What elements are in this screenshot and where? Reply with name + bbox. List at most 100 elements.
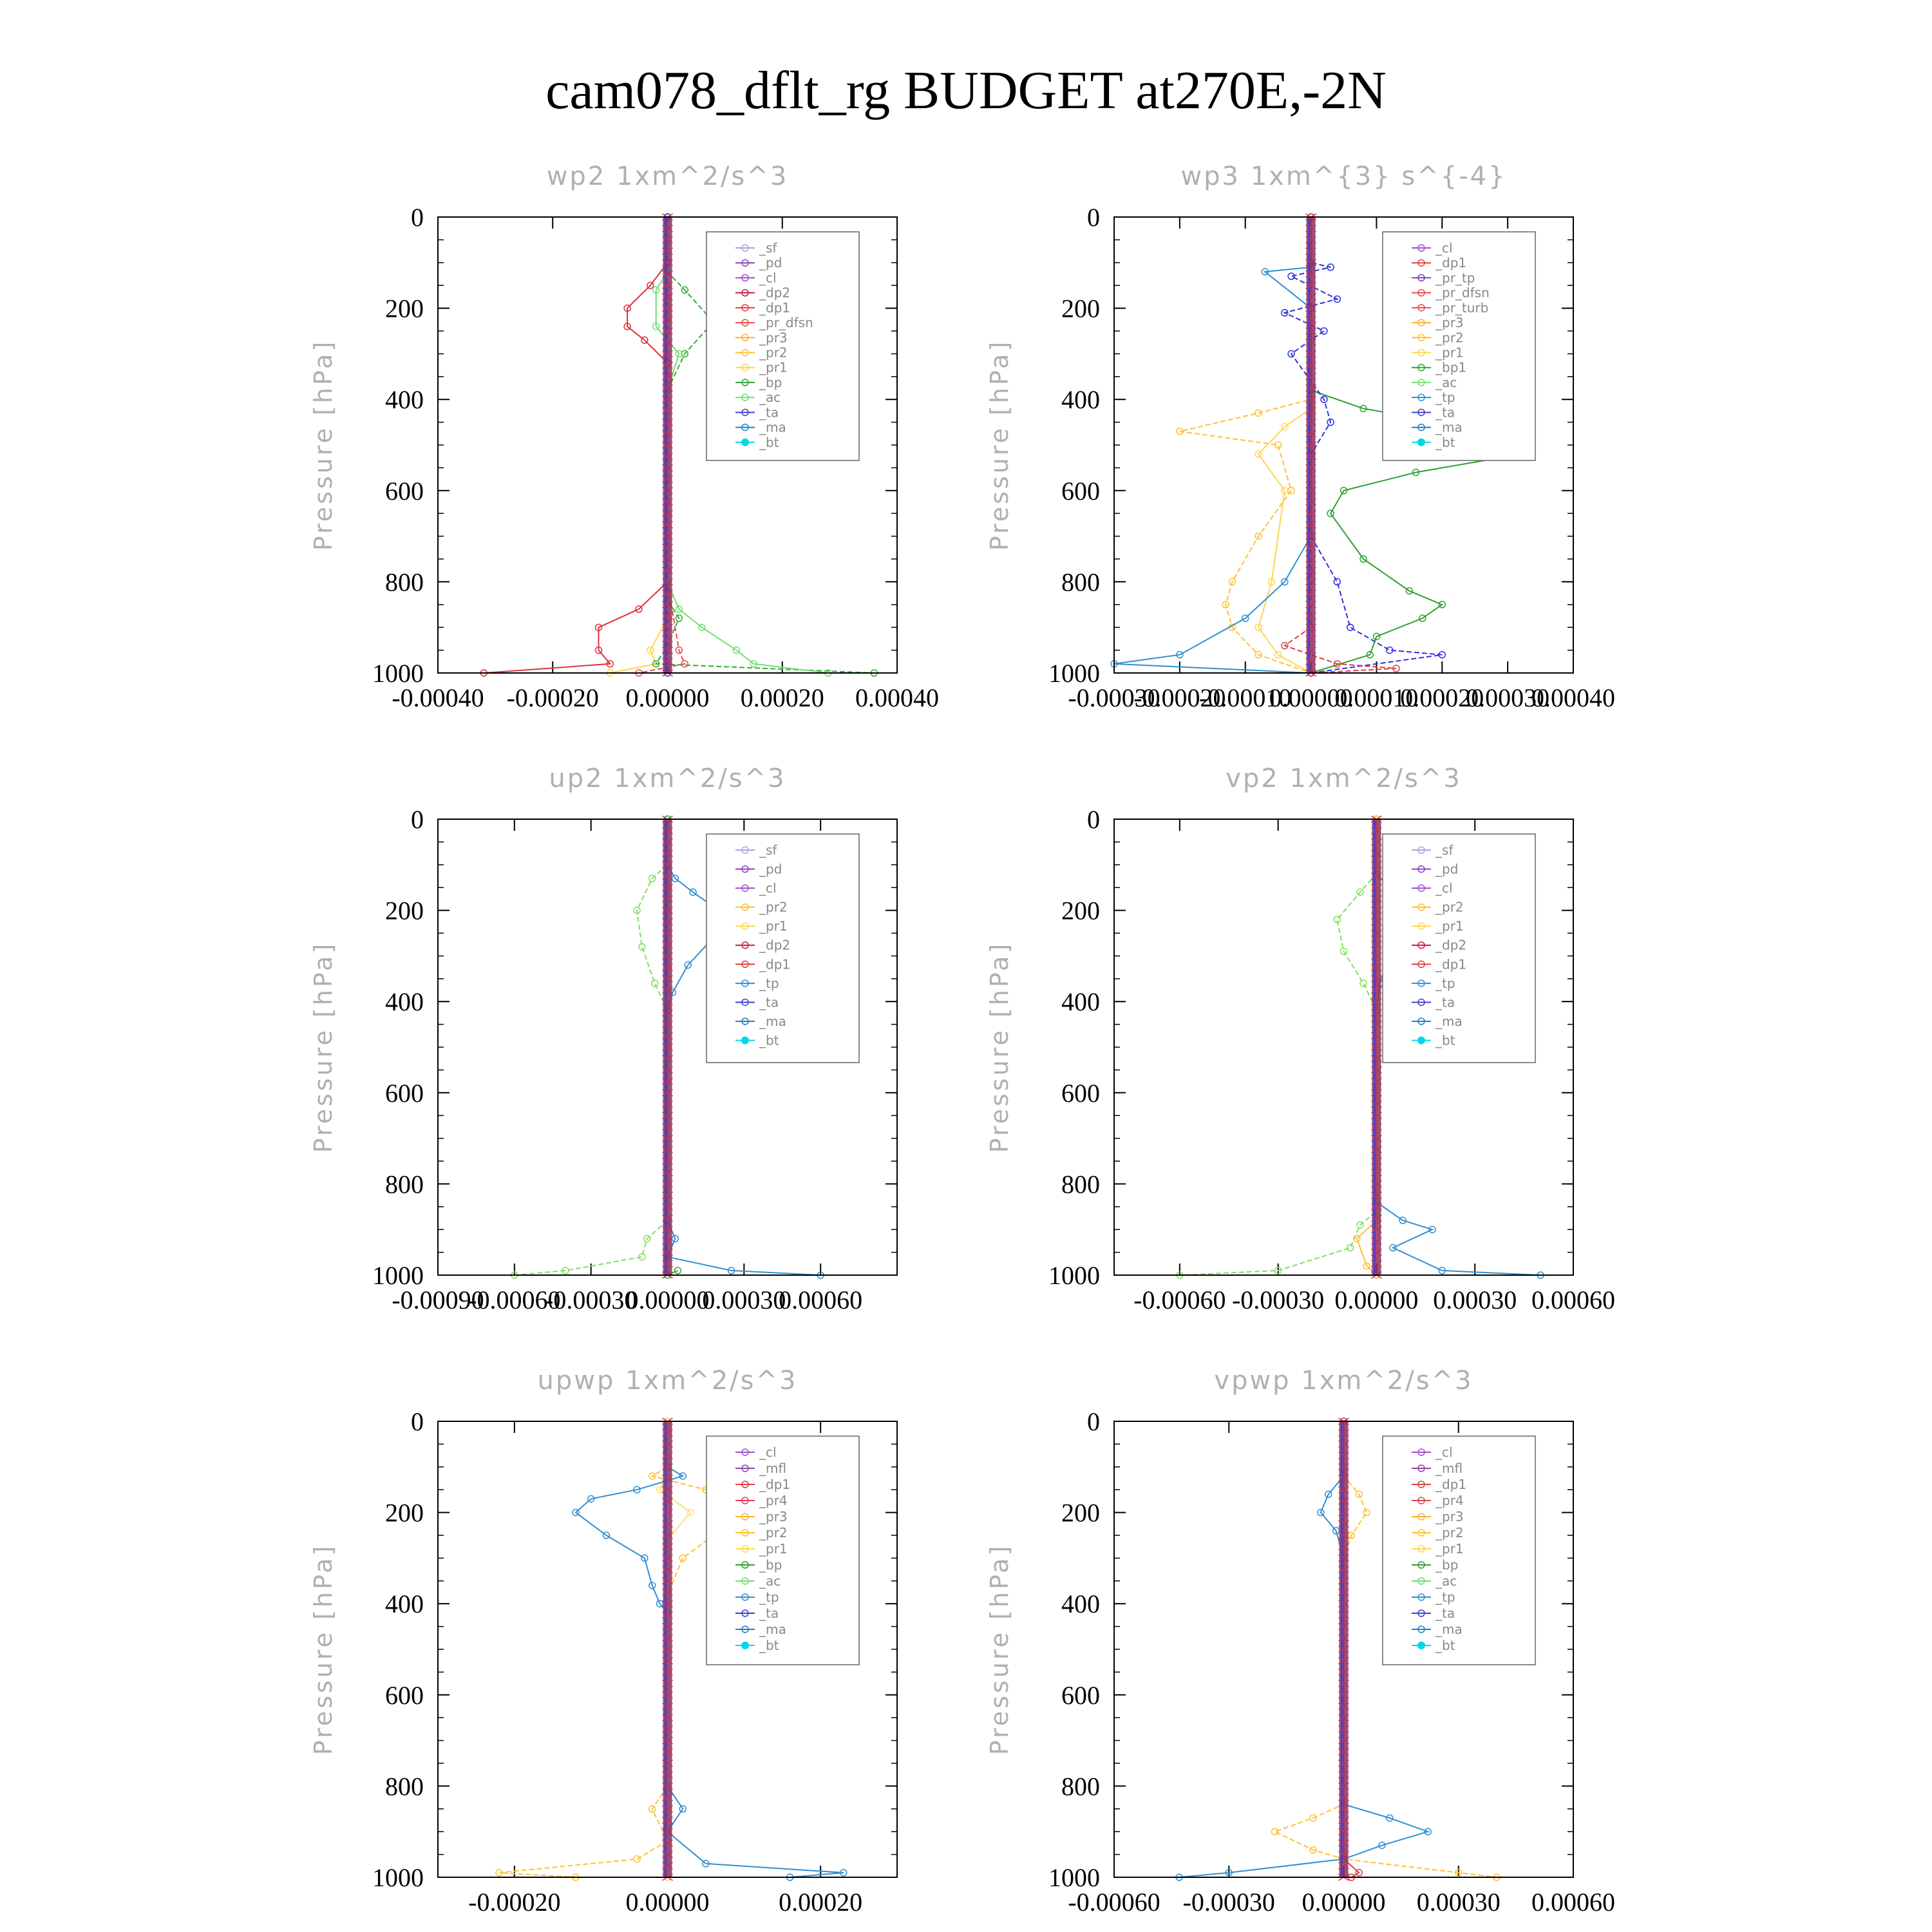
- legend-marker: [741, 363, 749, 372]
- panel-title: wp2 1xm^2/s^3: [547, 162, 789, 191]
- legend-label: _pr3: [1435, 1509, 1464, 1524]
- legend-marker: [1417, 1036, 1425, 1045]
- x-tick-label: 0.00040: [1531, 683, 1615, 712]
- stack-marker: [1371, 827, 1382, 835]
- series-point: [702, 1860, 710, 1868]
- series-point: [1241, 614, 1249, 622]
- legend-label: _pr1: [759, 918, 788, 934]
- x-tick-label: -0.00060: [1068, 1888, 1160, 1917]
- stack-marker: [662, 1237, 673, 1245]
- stack-marker: [1371, 1214, 1382, 1222]
- stack-marker: [1305, 247, 1316, 255]
- stack-marker: [662, 361, 673, 369]
- series-point: [606, 660, 614, 668]
- series-point: [1327, 418, 1334, 426]
- x-tick-label: -0.00060: [468, 1285, 560, 1314]
- stack-marker: [1371, 872, 1382, 880]
- series-point: [1386, 646, 1394, 654]
- stack-marker: [1338, 1508, 1349, 1517]
- series-point: [1359, 980, 1367, 987]
- plot-frame: [437, 819, 898, 1276]
- legend-marker: [1417, 438, 1425, 446]
- stack-marker: [662, 373, 673, 381]
- series-point: [1281, 641, 1289, 650]
- y-tick-label: 800: [1061, 567, 1100, 596]
- stack-marker: [1338, 1543, 1349, 1551]
- legend-label: _bt: [759, 435, 779, 450]
- series-point: [1281, 422, 1289, 431]
- stack-marker: [1305, 555, 1316, 563]
- stack-marker: [662, 555, 673, 563]
- chart-panel-6: vpwp 1xm^2/s^3 Pressure [hPa] 0 200 400 600 80…: [985, 1366, 1615, 1917]
- x-tick-label: 0.00030: [1466, 683, 1549, 712]
- legend-marker: [741, 1529, 749, 1537]
- series-point: [840, 1869, 848, 1877]
- legend-marker: [741, 1448, 749, 1456]
- series-point: [1363, 1508, 1370, 1517]
- stack-marker: [662, 475, 673, 483]
- series-point: [652, 323, 660, 330]
- series-point: [1327, 509, 1334, 517]
- y-axis-label: Pressure [hPa]: [985, 942, 1014, 1153]
- y-tick-label: 400: [1061, 987, 1100, 1016]
- stack-marker: [662, 1566, 673, 1573]
- y-tick-label: 1000: [372, 1261, 424, 1290]
- stack-marker: [662, 1862, 673, 1870]
- stack-marker: [662, 623, 673, 631]
- stack-marker: [662, 1805, 673, 1813]
- series-point: [1255, 650, 1262, 659]
- series-point: [684, 961, 692, 969]
- stack-marker: [1371, 1237, 1382, 1245]
- stack-marker: [662, 1214, 673, 1222]
- stack-marker: [1371, 1055, 1382, 1063]
- stack-marker: [662, 929, 673, 937]
- legend-label: _tp: [759, 1589, 779, 1605]
- series-point: [679, 1472, 687, 1480]
- stack-marker: [662, 236, 673, 244]
- y-tick-label: 400: [385, 987, 424, 1016]
- legend-label: _pr1: [1435, 918, 1464, 934]
- stack-marker: [662, 1486, 673, 1493]
- legend-label: _sf: [759, 240, 777, 256]
- stack-marker: [662, 1577, 673, 1585]
- x-tick-label: 0.00040: [855, 683, 939, 712]
- y-tick-label: 600: [385, 1079, 424, 1108]
- legend-marker: [741, 1593, 749, 1601]
- panel-title: wp3 1xm^{3} s^{-4}: [1180, 162, 1506, 191]
- y-tick-label: 800: [385, 1170, 424, 1198]
- stack-marker: [1305, 498, 1316, 506]
- series-point: [675, 605, 683, 613]
- stack-marker: [662, 1440, 673, 1448]
- stack-marker: [1371, 1248, 1382, 1256]
- y-tick-label: 0: [411, 203, 424, 232]
- stack-marker: [1305, 487, 1316, 495]
- series-point: [1333, 660, 1341, 668]
- stack-marker: [662, 1497, 673, 1505]
- stack-marker: [1305, 658, 1316, 665]
- legend-label: _ma: [1435, 1622, 1463, 1637]
- stack-marker: [662, 1794, 673, 1801]
- legend-marker: [741, 846, 749, 854]
- stack-marker: [1338, 1771, 1349, 1779]
- x-tick-label: 0.00000: [1334, 1285, 1418, 1314]
- legend-box: [1382, 1435, 1536, 1665]
- stack-marker: [1338, 1759, 1349, 1767]
- stack-marker: [1338, 1474, 1349, 1482]
- series-point: [1346, 1244, 1354, 1252]
- stack-marker: [1305, 612, 1316, 620]
- chart-panel-3: up2 1xm^2/s^3 Pressure [hPa] 0 200 400 600 800…: [309, 764, 898, 1314]
- stack-marker: [1305, 475, 1316, 483]
- series-point: [635, 605, 643, 613]
- stack-marker: [1305, 407, 1316, 415]
- stack-marker: [662, 1123, 673, 1131]
- stack-marker: [662, 259, 673, 267]
- series-point: [675, 350, 683, 358]
- stack-marker: [662, 339, 673, 346]
- legend-marker: [1417, 1625, 1425, 1633]
- stack-marker: [662, 544, 673, 551]
- stack-marker: [1371, 1123, 1382, 1131]
- series-point: [1346, 623, 1354, 631]
- series-point: [732, 646, 741, 654]
- y-axis-label: Pressure [hPa]: [309, 339, 337, 551]
- series-point: [1366, 650, 1374, 659]
